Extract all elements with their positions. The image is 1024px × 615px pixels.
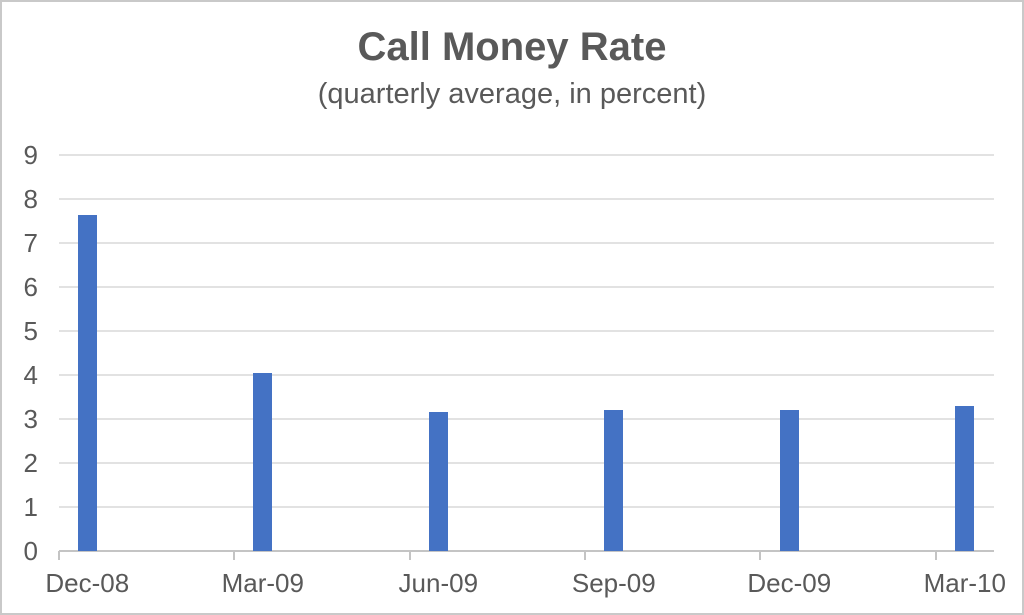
bar xyxy=(428,412,448,551)
x-tick-label: Mar-09 xyxy=(221,568,304,598)
y-tick-label: 6 xyxy=(23,272,38,302)
gridline xyxy=(59,286,994,288)
x-axis-line xyxy=(59,550,994,552)
x-tick-label: Jun-09 xyxy=(398,568,479,598)
gridline xyxy=(59,242,994,244)
bar xyxy=(779,410,799,551)
chart-subtitle: (quarterly average, in percent) xyxy=(317,78,707,110)
x-axis-tick xyxy=(583,551,586,560)
y-tick-label: 8 xyxy=(23,184,38,214)
x-tick-label: Sep-09 xyxy=(571,568,656,598)
bar xyxy=(604,410,624,551)
gridline xyxy=(59,154,994,156)
x-axis-tick xyxy=(58,551,60,560)
chart-title: Call Money Rate xyxy=(357,25,667,69)
gridline xyxy=(59,198,994,200)
gridline xyxy=(59,374,994,376)
bar xyxy=(955,406,975,551)
gridline xyxy=(59,418,994,420)
y-tick-label: 7 xyxy=(23,228,38,258)
y-tick-label: 5 xyxy=(23,316,38,346)
y-tick-label: 0 xyxy=(23,536,38,566)
y-tick-label: 1 xyxy=(23,492,38,522)
y-tick-label: 3 xyxy=(23,404,38,434)
x-tick-label: Dec-08 xyxy=(45,568,130,598)
gridline xyxy=(59,330,994,332)
gridline xyxy=(59,462,994,464)
x-axis-tick xyxy=(934,551,937,560)
y-tick-label: 2 xyxy=(23,448,38,478)
x-axis-tick xyxy=(233,551,236,560)
x-axis-tick xyxy=(408,551,411,560)
bar xyxy=(77,215,97,551)
bar xyxy=(253,373,273,551)
gridline xyxy=(59,506,994,508)
y-tick-label: 4 xyxy=(23,360,38,390)
x-tick-label: Dec-09 xyxy=(747,568,832,598)
x-tick-label: Mar-10 xyxy=(923,568,1006,598)
x-axis-tick xyxy=(759,551,762,560)
y-tick-label: 9 xyxy=(23,140,38,170)
